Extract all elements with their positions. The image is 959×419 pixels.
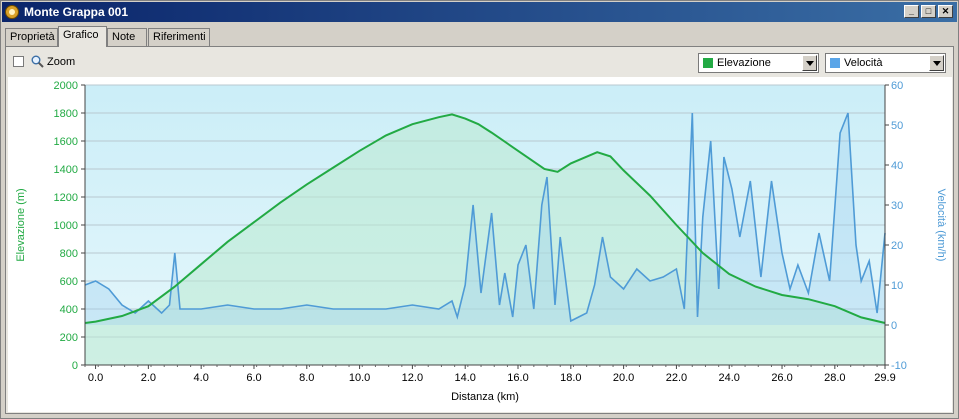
x-axis-label: Distanza (km): [451, 391, 519, 403]
magnifier-icon: [31, 55, 44, 68]
x-tick-label: 24.0: [719, 372, 740, 384]
left-tick-label: 0: [72, 360, 78, 372]
speed-area: [85, 113, 885, 325]
chevron-down-icon[interactable]: [929, 55, 944, 71]
app-logo-icon: [5, 5, 19, 19]
x-tick-label: 26.0: [771, 372, 792, 384]
chart-tab-panel: Zoom Elevazione Velocità: [5, 46, 954, 414]
elevation-color-swatch: [703, 58, 713, 68]
x-tick-label: 0.0: [88, 372, 103, 384]
x-tick-label: 16.0: [507, 372, 528, 384]
left-tick-label: 1400: [54, 164, 78, 176]
chart-area[interactable]: 0 200 400 600 800 1000 1200 1400 1600 1800 2000 -1…: [8, 77, 952, 412]
left-axis-ticks: 0 200 400 600 800 1000 1200 1400 1600 1800 2000: [54, 80, 85, 372]
left-tick-label: 1000: [54, 220, 78, 232]
x-tick-label: 20.0: [613, 372, 634, 384]
left-tick-label: 1200: [54, 192, 78, 204]
x-tick-label: 28.0: [824, 372, 845, 384]
x-tick-label: 8.0: [299, 372, 314, 384]
tab-proprieta[interactable]: Proprietà: [5, 28, 58, 46]
maximize-button[interactable]: □: [921, 5, 936, 18]
right-tick-label: 30: [891, 200, 903, 212]
right-axis-label: Velocità (km/h): [935, 189, 947, 262]
speed-select-value: Velocità: [844, 57, 883, 69]
right-tick-label: -10: [891, 360, 907, 372]
x-tick-label: 4.0: [194, 372, 209, 384]
elevation-series-line: [84, 113, 886, 324]
x-tick-label: 14.0: [454, 372, 475, 384]
tab-riferimenti[interactable]: Riferimenti: [148, 28, 210, 46]
elevation-select-value: Elevazione: [717, 57, 771, 69]
x-tick-label: 22.0: [666, 372, 687, 384]
right-tick-label: 60: [891, 80, 903, 92]
left-tick-label: 200: [60, 332, 78, 344]
tab-grafico[interactable]: Grafico: [58, 26, 107, 47]
left-tick-label: 1600: [54, 136, 78, 148]
title-bar: Monte Grappa 001 _ □ ✕: [2, 2, 957, 22]
left-axis-label: Elevazione (m): [15, 188, 27, 261]
x-tick-label: 2.0: [141, 372, 156, 384]
right-tick-label: 40: [891, 160, 903, 172]
left-tick-label: 800: [60, 248, 78, 260]
x-tick-label: 18.0: [560, 372, 581, 384]
chevron-down-icon[interactable]: [802, 55, 817, 71]
speed-series-line: [84, 112, 886, 323]
right-tick-label: 50: [891, 120, 903, 132]
speed-color-swatch: [830, 58, 840, 68]
left-tick-label: 600: [60, 276, 78, 288]
zoom-label: Zoom: [47, 56, 76, 68]
left-tick-label: 1800: [54, 108, 78, 120]
window-controls: _ □ ✕: [904, 5, 953, 18]
x-tick-label: 10.0: [349, 372, 370, 384]
right-tick-label: 0: [891, 320, 897, 332]
x-tick-label: 6.0: [246, 372, 261, 384]
speed-series-select[interactable]: Velocità: [825, 53, 946, 73]
left-tick-label: 2000: [54, 80, 78, 92]
right-tick-label: 20: [891, 240, 903, 252]
right-tick-label: 10: [891, 280, 903, 292]
window-title: Monte Grappa 001: [24, 5, 129, 19]
x-tick-label: 29.9: [874, 372, 895, 384]
elevation-series-select[interactable]: Elevazione: [698, 53, 819, 73]
right-axis-ticks: -10 0 10 20 30 40 50 60: [885, 80, 907, 372]
minimize-button[interactable]: _: [904, 5, 919, 18]
tab-note[interactable]: Note: [107, 28, 147, 46]
x-axis-ticks: 0.0 2.0 4.0 6.0 8.0 10.0 12.0 14.0 16.0 18.0 20.0 2…: [84, 365, 896, 384]
close-button[interactable]: ✕: [938, 5, 953, 18]
zoom-checkbox[interactable]: [13, 56, 24, 67]
x-tick-label: 12.0: [402, 372, 423, 384]
left-tick-label: 400: [60, 304, 78, 316]
